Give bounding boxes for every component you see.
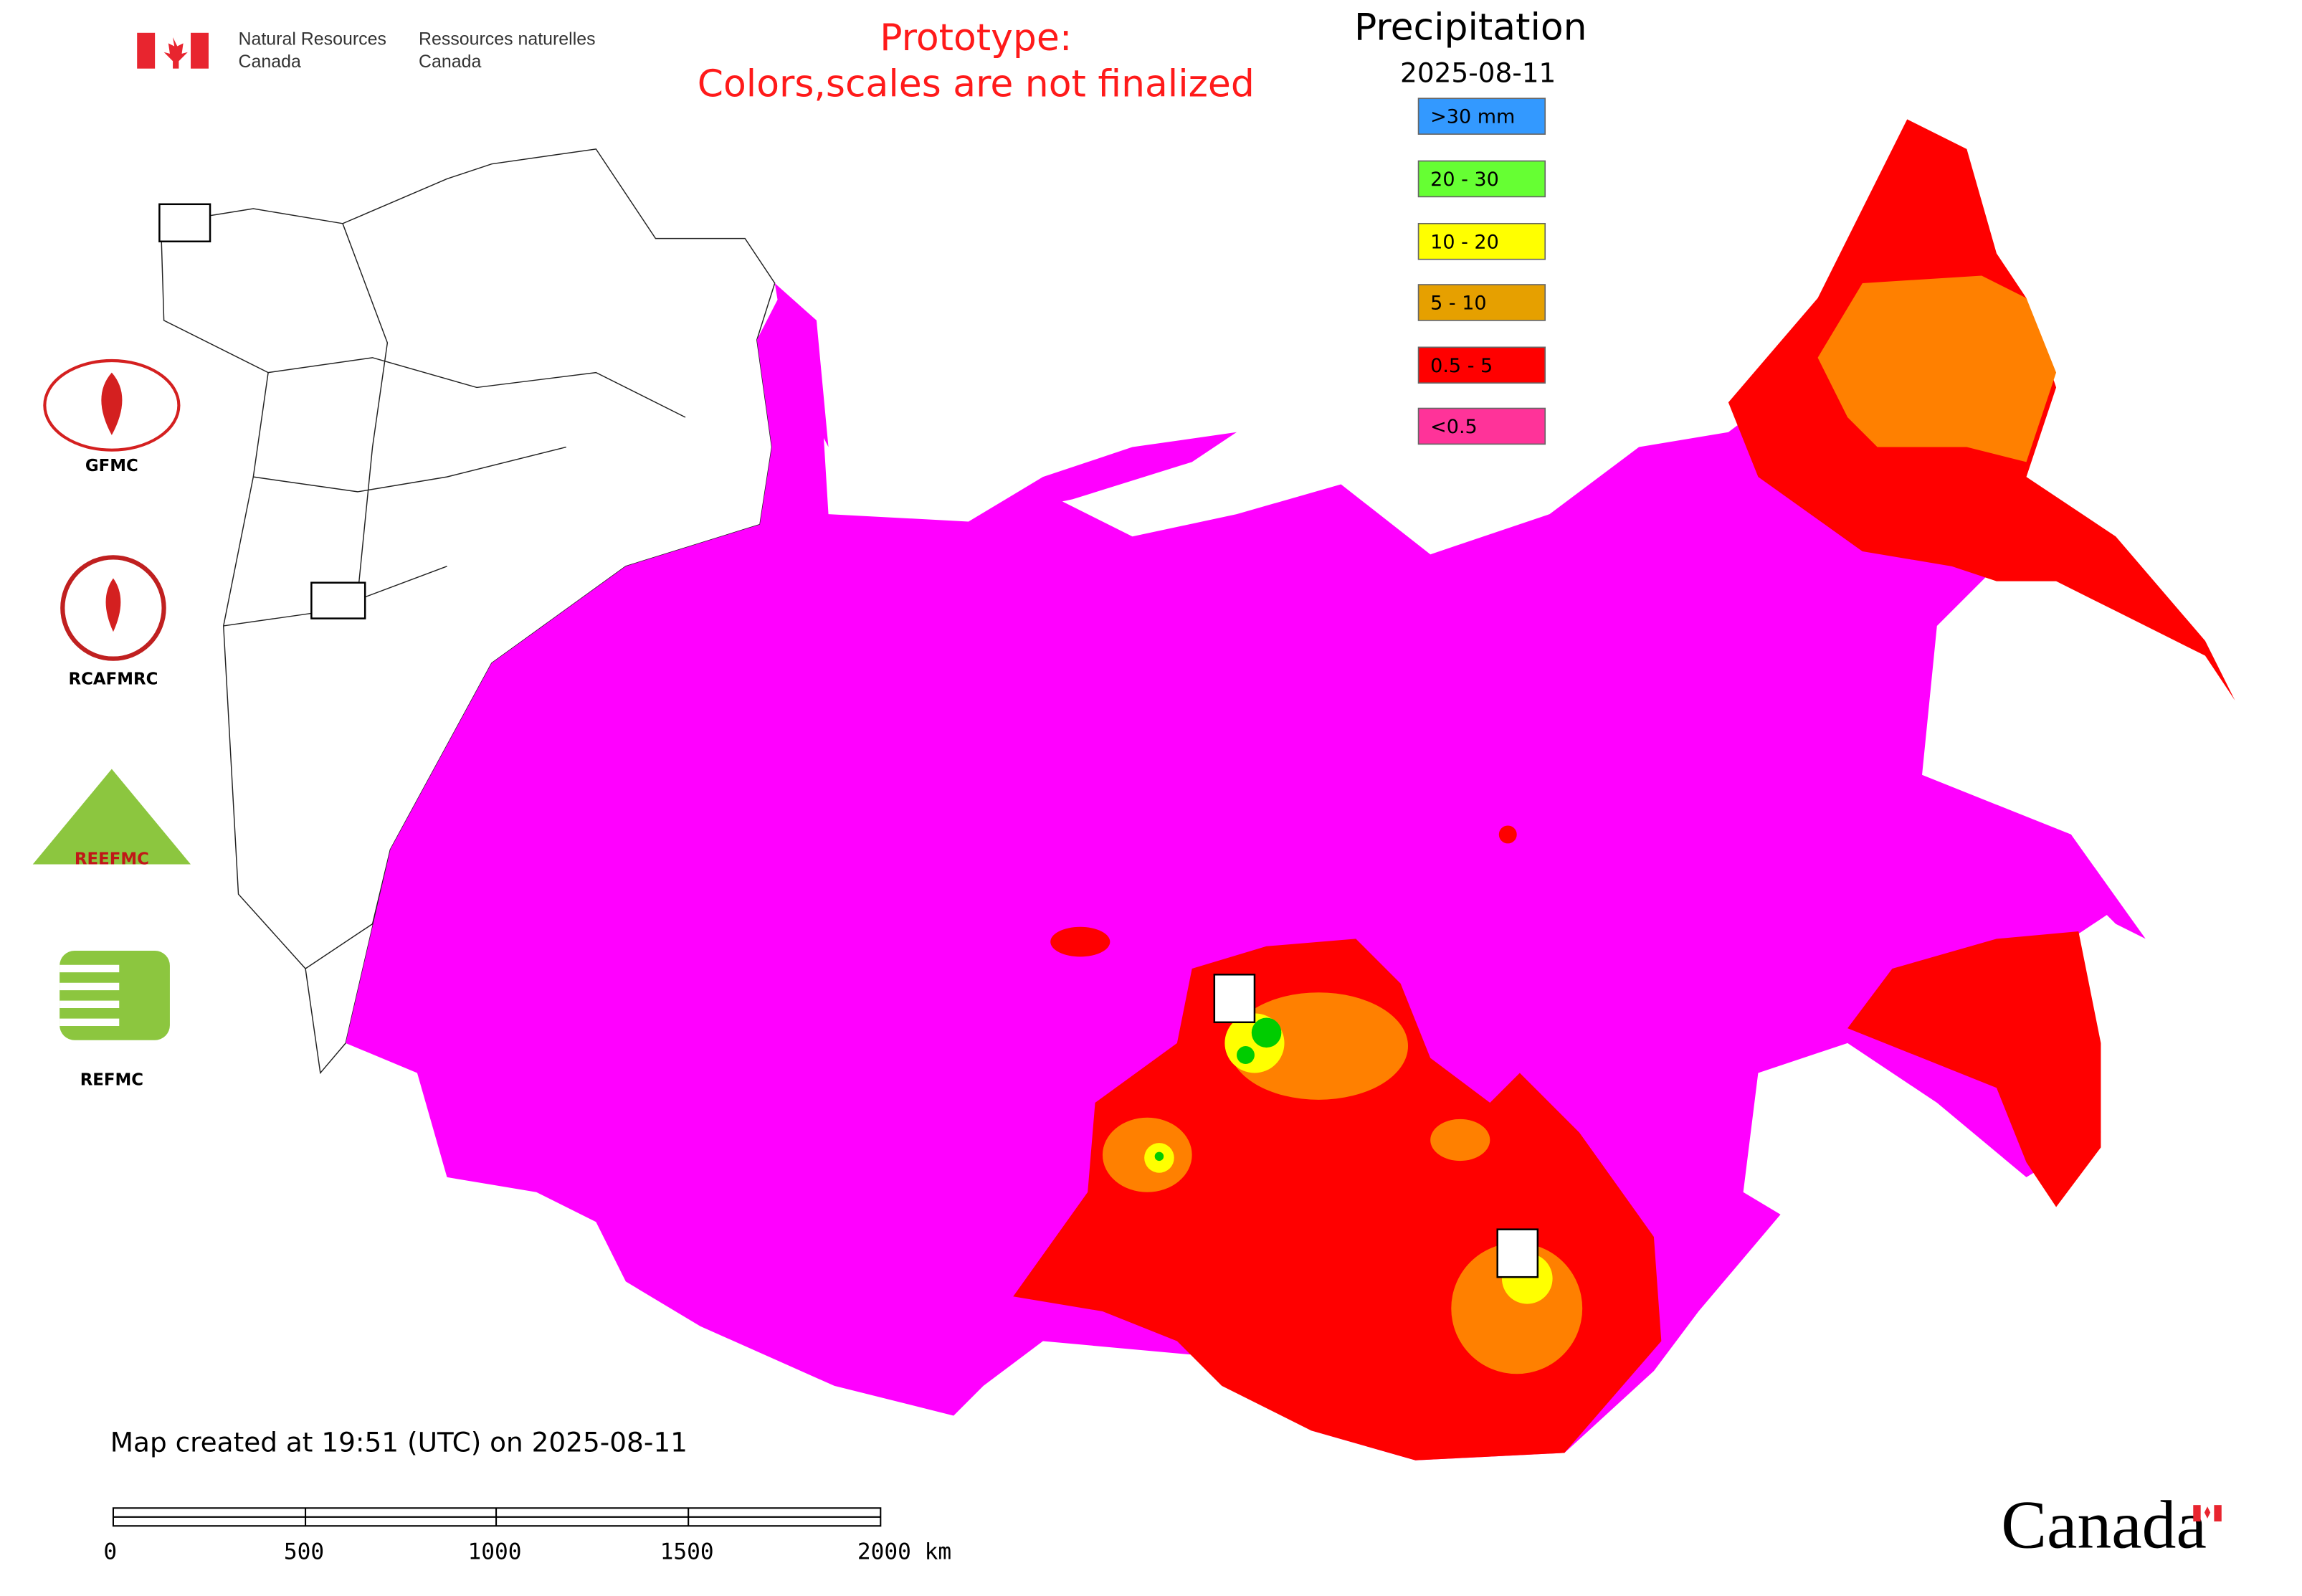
legend-swatch [1417, 160, 1546, 198]
org-fr-1: Ressources naturelles [419, 29, 596, 49]
legend-date: 2025-08-11 [1400, 57, 1556, 88]
logo-label: REFMC [80, 1070, 143, 1089]
legend-label: 5 - 10 [1430, 293, 1486, 315]
org-en-2: Canada [239, 52, 301, 72]
wordmark-flag [2193, 1505, 2222, 1522]
scale-label: 1500 [660, 1539, 714, 1565]
notice-2: Colors,scales are not finalized [698, 63, 1255, 106]
scale-bar: 0 500 1000 1500 2000 km [103, 1507, 951, 1565]
legend-swatch [1417, 98, 1546, 135]
logo-label: GFMC [85, 457, 138, 475]
org-fr-2: Canada [419, 52, 481, 72]
legend: >30 mm 20 - 30 10 - 20 5 - 10 0.5 - 5 <0.5 [1417, 98, 1546, 445]
scale-label: 0 [103, 1539, 117, 1565]
legend-swatch [1417, 222, 1546, 260]
logo-label: RCAFMRC [69, 670, 158, 688]
logos: REEFMC [32, 358, 191, 1040]
org-en-1: Natural Resources [239, 29, 386, 49]
precip-fields [346, 119, 2235, 1460]
nrcan-flag [137, 32, 209, 69]
legend-swatch [1417, 346, 1546, 384]
scale-label: 1000 [467, 1539, 521, 1565]
scale-label: 2000 km [857, 1539, 951, 1565]
notice-1: Prototype: [880, 16, 1072, 60]
map-created: Map created at 19:51 (UTC) on 2025-08-11 [110, 1426, 688, 1458]
legend-swatch [1417, 407, 1546, 445]
legend-swatch [1417, 284, 1546, 321]
logo-text: REEFMC [75, 850, 149, 869]
legend-label: 0.5 - 5 [1430, 355, 1493, 377]
center-markers [158, 203, 1539, 1278]
legend-label: 10 - 20 [1430, 231, 1499, 253]
legend-label: <0.5 [1430, 416, 1478, 438]
legend-label: 20 - 30 [1430, 168, 1499, 191]
legend-title: Precipitation [1354, 6, 1587, 49]
scale-label: 500 [284, 1539, 324, 1565]
legend-label: >30 mm [1430, 106, 1515, 128]
canada-wordmark: Canada [2001, 1487, 2207, 1563]
